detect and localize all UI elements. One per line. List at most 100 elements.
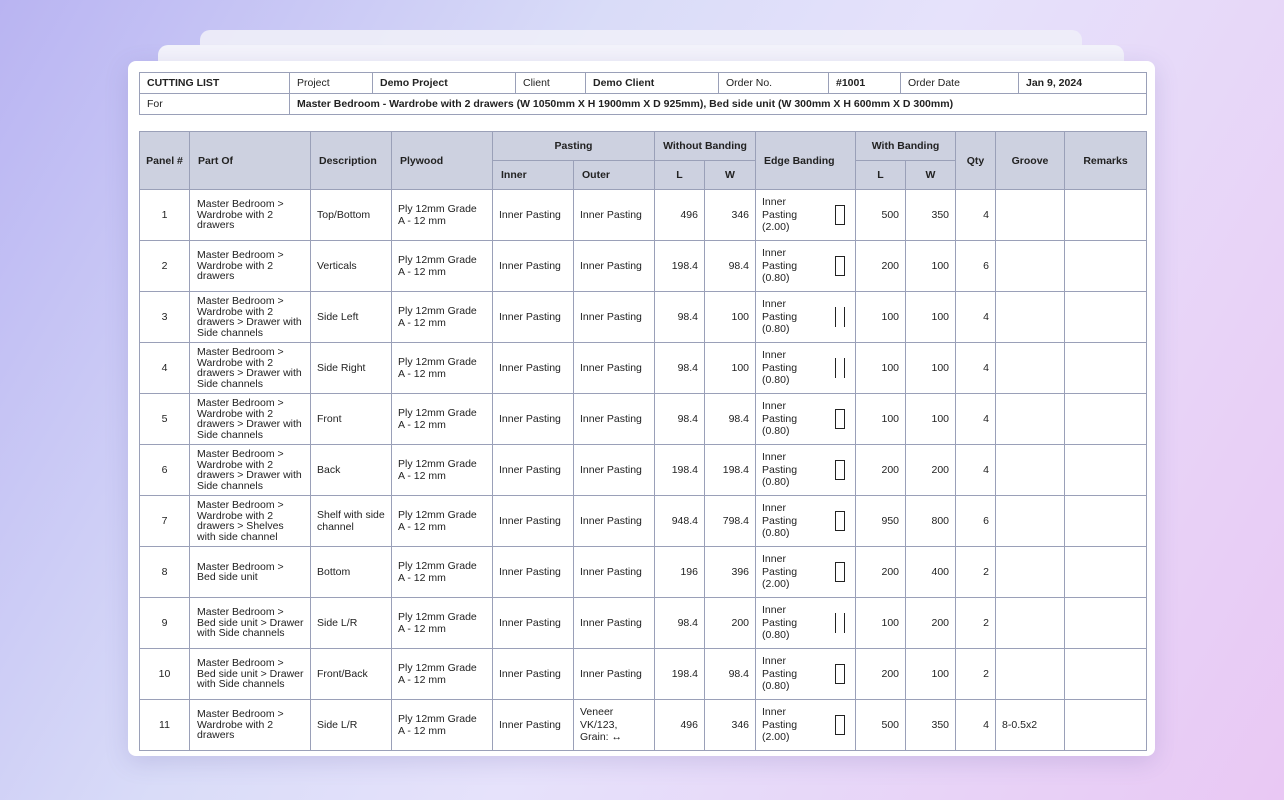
part-of-cell: Master Bedroom > Bed side unit > Drawer … (189, 648, 311, 700)
col-pasting: Pasting (492, 131, 655, 161)
without-banding-w-cell: 798.4 (703, 495, 757, 547)
panel-number: 2 (139, 240, 190, 292)
qty-cell: 4 (955, 699, 997, 751)
with-banding-w-cell: 350 (905, 189, 957, 241)
with-banding-l-cell: 100 (855, 597, 907, 649)
table-row: 3 Master Bedroom > Wardrobe with 2 drawer… (139, 291, 1148, 343)
order-no-label: Order No. (718, 72, 829, 94)
edge-all-sides-icon (835, 205, 846, 225)
remarks-cell (1064, 699, 1148, 751)
inner-pasting-cell: Inner Pasting (492, 546, 574, 598)
with-banding-l-cell: 500 (855, 189, 907, 241)
plywood-cell: Ply 12mm Grade A - 12 mm (391, 597, 493, 649)
order-header-table: CUTTING LIST Project Demo Project Client… (139, 72, 1147, 115)
edge-banding-cell: Inner Pasting (2.00) (755, 546, 857, 598)
plywood-cell: Ply 12mm Grade A - 12 mm (391, 291, 493, 343)
inner-pasting-cell: Inner Pasting (492, 291, 574, 343)
part-of-cell: Master Bedroom > Bed side unit > Drawer … (189, 597, 311, 649)
without-banding-l-cell: 98.4 (654, 393, 705, 445)
without-banding-w-cell: 98.4 (703, 648, 757, 700)
edge-banding-cell: Inner Pasting (0.80) (755, 648, 857, 700)
panel-number: 3 (139, 291, 190, 343)
groove-cell (995, 240, 1066, 292)
col-pasting-outer: Outer (573, 160, 655, 190)
edge-banding-text: Inner Pasting (2.00) (762, 196, 798, 234)
without-banding-w-cell: 346 (703, 189, 757, 241)
outer-pasting-cell: Inner Pasting (573, 393, 655, 445)
table-row: 5 Master Bedroom > Wardrobe with 2 drawer… (139, 393, 1148, 445)
edge-all-sides-icon (835, 460, 846, 480)
description-cell: Side Left (310, 291, 392, 343)
with-banding-w-cell: 100 (905, 291, 957, 343)
col-plywood: Plywood (391, 131, 493, 190)
client-label: Client (515, 72, 586, 94)
panel-number: 11 (139, 699, 190, 751)
with-banding-l-cell: 950 (855, 495, 907, 547)
part-of-cell: Master Bedroom > Wardrobe with 2 drawers (189, 240, 311, 292)
client-value: Demo Client (585, 72, 719, 94)
plywood-cell: Ply 12mm Grade A - 12 mm (391, 648, 493, 700)
groove-cell (995, 444, 1066, 496)
with-banding-l-cell: 100 (855, 342, 907, 394)
col-remarks: Remarks (1064, 131, 1148, 190)
groove-cell (995, 495, 1066, 547)
edge-banding-cell: Inner Pasting (2.00) (755, 189, 857, 241)
panel-number: 9 (139, 597, 190, 649)
edge-banding-cell: Inner Pasting (0.80) (755, 495, 857, 547)
with-banding-l-cell: 500 (855, 699, 907, 751)
table-row: 7 Master Bedroom > Wardrobe with 2 drawer… (139, 495, 1148, 547)
qty-cell: 4 (955, 291, 997, 343)
col-without-banding-l: L (654, 160, 705, 190)
inner-pasting-cell: Inner Pasting (492, 495, 574, 547)
table-row: 9 Master Bedroom > Bed side unit > Drawer… (139, 597, 1148, 649)
table-row: 11 Master Bedroom > Wardrobe with 2 drawe… (139, 699, 1148, 751)
with-banding-l-cell: 200 (855, 648, 907, 700)
edge-banding-text: Inner Pasting (0.80) (762, 298, 798, 336)
project-label: Project (289, 72, 373, 94)
description-cell: Bottom (310, 546, 392, 598)
part-of-cell: Master Bedroom > Wardrobe with 2 drawers… (189, 393, 311, 445)
table-row: 4 Master Bedroom > Wardrobe with 2 drawer… (139, 342, 1148, 394)
qty-cell: 2 (955, 597, 997, 649)
col-qty: Qty (955, 131, 997, 190)
remarks-cell (1064, 393, 1148, 445)
outer-pasting-cell: Inner Pasting (573, 240, 655, 292)
col-with-banding: With Banding (855, 131, 957, 161)
groove-cell (995, 291, 1066, 343)
inner-pasting-cell: Inner Pasting (492, 189, 574, 241)
edge-all-sides-icon (835, 409, 846, 429)
outer-pasting-cell: Inner Pasting (573, 291, 655, 343)
plywood-cell: Ply 12mm Grade A - 12 mm (391, 495, 493, 547)
col-panel: Panel # (139, 131, 190, 190)
with-banding-w-cell: 100 (905, 648, 957, 700)
without-banding-w-cell: 200 (703, 597, 757, 649)
plywood-cell: Ply 12mm Grade A - 12 mm (391, 240, 493, 292)
description-cell: Front (310, 393, 392, 445)
part-of-cell: Master Bedroom > Bed side unit (189, 546, 311, 598)
project-value: Demo Project (372, 72, 516, 94)
without-banding-l-cell: 198.4 (654, 648, 705, 700)
with-banding-w-cell: 200 (905, 444, 957, 496)
table-row: 6 Master Bedroom > Wardrobe with 2 drawer… (139, 444, 1148, 496)
with-banding-w-cell: 100 (905, 240, 957, 292)
groove-cell: 8-0.5x2 (995, 699, 1066, 751)
outer-pasting-cell: Inner Pasting (573, 189, 655, 241)
edge-banding-cell: Inner Pasting (0.80) (755, 342, 857, 394)
table-row: 2 Master Bedroom > Wardrobe with 2 drawer… (139, 240, 1148, 292)
outer-pasting-cell: Inner Pasting (573, 495, 655, 547)
qty-cell: 6 (955, 495, 997, 547)
remarks-cell (1064, 240, 1148, 292)
with-banding-l-cell: 100 (855, 291, 907, 343)
plywood-cell: Ply 12mm Grade A - 12 mm (391, 444, 493, 496)
panel-number: 1 (139, 189, 190, 241)
groove-cell (995, 648, 1066, 700)
without-banding-l-cell: 198.4 (654, 444, 705, 496)
col-pasting-inner: Inner (492, 160, 574, 190)
edge-banding-text: Inner Pasting (0.80) (762, 400, 798, 438)
plywood-cell: Ply 12mm Grade A - 12 mm (391, 546, 493, 598)
inner-pasting-cell: Inner Pasting (492, 648, 574, 700)
part-of-cell: Master Bedroom > Wardrobe with 2 drawers… (189, 342, 311, 394)
order-date-value: Jan 9, 2024 (1018, 72, 1147, 94)
remarks-cell (1064, 495, 1148, 547)
inner-pasting-cell: Inner Pasting (492, 444, 574, 496)
